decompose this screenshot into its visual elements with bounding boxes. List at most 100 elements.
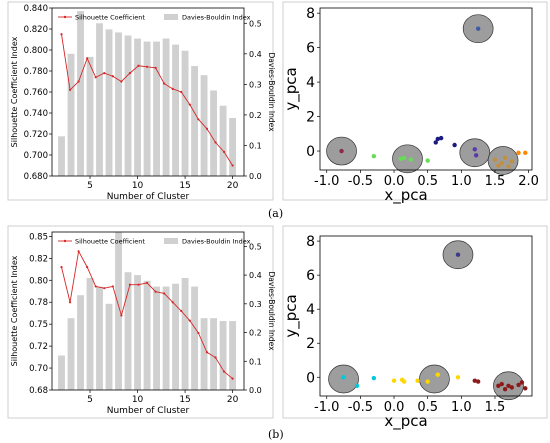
x-tick-label: 20	[227, 181, 239, 191]
silhouette-point	[77, 250, 80, 253]
data-point	[516, 382, 521, 388]
silhouette-point	[86, 266, 89, 269]
db-bar	[162, 38, 170, 176]
data-point	[516, 150, 521, 155]
silhouette-point	[163, 292, 166, 295]
db-bar	[77, 11, 84, 176]
x-tick-label: 0.0	[384, 174, 405, 189]
x-tick-label: 2.0	[518, 174, 539, 189]
caption-a: (a)	[268, 207, 284, 220]
silhouette-point	[77, 80, 80, 83]
y-tick-label: 0	[306, 144, 315, 160]
data-point	[509, 159, 515, 164]
silhouette-point	[171, 301, 174, 304]
silhouette-point	[137, 64, 140, 67]
y-tick-label-right: 0.1	[249, 141, 262, 150]
y-tick-label: 0	[306, 370, 315, 386]
y-tick-label-right: 0.0	[249, 386, 262, 395]
db-bar	[115, 232, 122, 390]
data-point	[475, 26, 481, 31]
data-point	[452, 142, 457, 148]
silhouette-point	[68, 88, 72, 91]
silhouette-point	[154, 66, 157, 69]
silhouette-point	[222, 370, 226, 373]
data-point	[455, 375, 461, 380]
silhouette-point	[103, 72, 106, 75]
y-tick-label-left: 0.760	[24, 88, 48, 98]
data-point	[398, 156, 403, 161]
x-tick-label: 1.5	[485, 400, 506, 415]
silhouette-point	[188, 103, 191, 106]
y-tick-label-right: 0.4	[249, 50, 262, 59]
y-tick-label-right: 0.1	[249, 357, 262, 366]
silhouette-point	[214, 356, 217, 359]
data-point	[455, 252, 461, 257]
panel-frame	[7, 225, 274, 419]
db-bar	[210, 90, 218, 176]
y-tick-label-left: 0.800	[24, 46, 48, 56]
silhouette-point	[137, 283, 140, 286]
silhouette-point	[120, 314, 123, 317]
x-axis-label: x_pca	[384, 412, 427, 431]
y-tick-label-left: 0.72	[29, 342, 48, 352]
data-point	[415, 378, 420, 383]
y-tick-label-right: 0.3	[249, 80, 262, 89]
panel-frame	[282, 225, 548, 419]
silhouette-point	[197, 331, 200, 335]
y-tick-label-left: 0.75	[29, 320, 48, 330]
data-point	[371, 375, 377, 381]
x-tick-label: 1.0	[451, 400, 472, 415]
db-bar	[181, 277, 189, 390]
silhouette-point	[163, 82, 166, 85]
db-bar	[134, 38, 141, 176]
silhouette-point	[197, 118, 200, 121]
y-tick-label-right: 0.2	[249, 111, 262, 120]
data-point	[506, 164, 511, 169]
data-point	[339, 148, 344, 154]
silhouette-point	[222, 150, 226, 153]
db-bar	[229, 117, 237, 176]
silhouette-point	[145, 281, 149, 285]
x-tick-label: 5	[87, 395, 93, 405]
data-point	[425, 379, 430, 384]
data-point	[499, 381, 504, 387]
y-tick-label: 8	[306, 6, 315, 22]
db-bar	[77, 295, 84, 390]
cluster-metric-chart-2: 0.68 0.70 0.72 0.75 0.78 0.80 0.82 0.85 0.0 0.1 0.…	[7, 225, 276, 419]
y-axis-label: y_pca	[282, 294, 301, 337]
cluster-center-circle	[392, 144, 423, 174]
data-point	[492, 157, 498, 162]
db-bar	[219, 321, 227, 390]
silhouette-point	[60, 33, 63, 36]
legend-line-label: Silhouette Coefficient	[75, 238, 145, 246]
data-point	[502, 386, 508, 392]
x-tick-label: -1.0	[314, 174, 339, 189]
y-tick-label-right: 0.0	[249, 172, 262, 181]
x-axis-label: Number of Cluster	[107, 192, 190, 202]
data-point	[506, 383, 511, 388]
x-tick-label: 0.0	[384, 400, 405, 415]
y-tick-label-right: 0.5	[249, 242, 262, 251]
silhouette-point	[231, 377, 234, 380]
x-axis-label: Number of Cluster	[107, 406, 190, 416]
legend: Silhouette Coefficient Davies-Bouldin Ind…	[58, 238, 251, 246]
silhouette-point	[86, 57, 89, 60]
db-bar	[143, 41, 151, 176]
y-tick-label-left: 0.70	[29, 364, 48, 374]
y-tick-label: 4	[306, 75, 315, 91]
legend-bar-swatch	[164, 14, 178, 20]
data-point	[354, 383, 360, 388]
y-tick-label: 6	[306, 41, 315, 57]
y-tick-label-left: 0.82	[29, 254, 48, 264]
y-tick-label: 2	[306, 110, 315, 126]
plot-area	[51, 231, 245, 391]
silhouette-point	[154, 290, 157, 293]
data-point	[435, 372, 440, 377]
x-tick-label: 20	[227, 395, 239, 405]
y-tick-label-left: 0.680	[24, 172, 48, 182]
y-tick-label: 2	[306, 336, 315, 352]
data-point	[425, 158, 430, 163]
silhouette-point	[94, 285, 97, 288]
data-point	[435, 136, 440, 142]
